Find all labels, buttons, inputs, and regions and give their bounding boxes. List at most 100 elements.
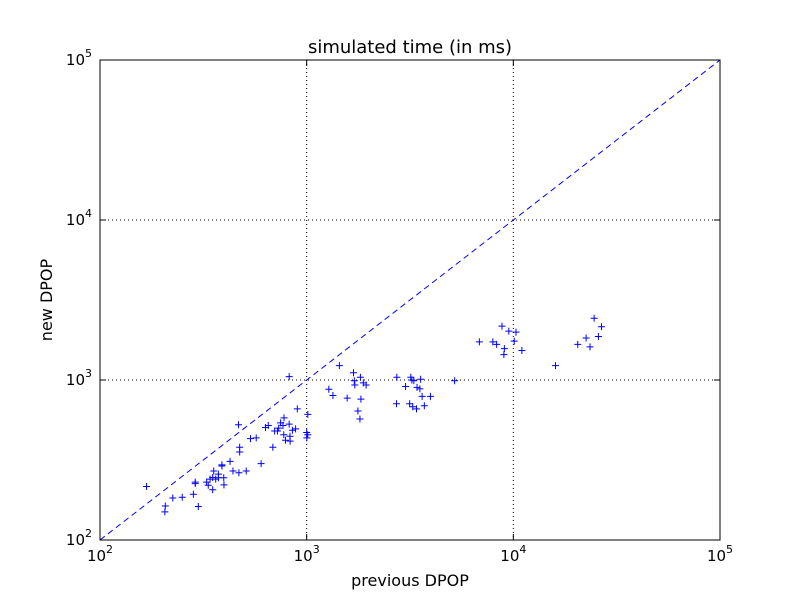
data-point-marker (426, 392, 434, 400)
data-point-marker (416, 385, 424, 393)
chart-title: simulated time (in ms) (308, 37, 512, 58)
data-point-marker (489, 338, 497, 346)
data-point-marker (169, 494, 177, 502)
data-point-marker (392, 400, 400, 408)
data-point-marker (393, 373, 401, 381)
y-tick-label: 103 (66, 367, 92, 389)
data-point-marker (354, 407, 362, 415)
data-point-marker (417, 375, 425, 383)
data-point-marker (269, 443, 277, 451)
y-tick-label: 105 (66, 47, 92, 69)
x-tick-label: 103 (294, 543, 320, 565)
data-point-marker (210, 467, 218, 475)
data-point-marker (351, 381, 359, 389)
data-point-marker (357, 395, 365, 403)
data-point-marker (226, 457, 234, 465)
gridlines (100, 60, 720, 540)
data-point-marker (191, 480, 199, 488)
y-axis-label: new DPOP (37, 258, 56, 341)
x-axis-label: previous DPOP (351, 571, 469, 590)
data-point-marker (280, 431, 288, 439)
data-points (143, 314, 605, 516)
data-point-marker (493, 340, 501, 348)
data-point-marker (350, 377, 358, 385)
data-point-marker (406, 400, 414, 408)
y-tick-label: 102 (66, 527, 92, 549)
data-point-marker (279, 421, 287, 429)
data-point-marker (335, 362, 343, 370)
data-point-marker (500, 345, 508, 353)
data-point-marker (204, 481, 212, 489)
data-point-marker (288, 426, 296, 434)
data-point-marker (280, 414, 288, 422)
x-tick-label: 104 (500, 543, 526, 565)
data-point-marker (209, 486, 217, 494)
data-point-marker (402, 383, 410, 391)
data-point-marker (229, 467, 237, 475)
data-point-marker (409, 403, 417, 411)
data-point-marker (285, 373, 293, 381)
data-point-marker (220, 481, 228, 489)
data-point-marker (161, 502, 169, 510)
data-point-marker (203, 478, 211, 486)
axis-ticks: 102 103 104 105 102 103 104 105 (66, 47, 733, 565)
data-point-marker (552, 362, 560, 370)
reference-line-y-equals-x (99, 59, 721, 541)
data-point-marker (410, 377, 418, 385)
data-point-marker (235, 421, 243, 429)
data-point-marker (362, 381, 370, 389)
data-point-marker (236, 448, 244, 456)
plot-frame (99, 59, 721, 541)
data-point-marker (510, 337, 518, 345)
data-point-marker (594, 333, 602, 341)
data-point-marker (143, 482, 151, 490)
data-point-marker (285, 420, 293, 428)
data-point-marker (293, 405, 301, 413)
data-point-marker (349, 369, 357, 377)
data-point-marker (218, 461, 226, 469)
data-point-marker (518, 346, 526, 354)
data-point-marker (220, 474, 228, 482)
x-tick-label: 105 (707, 543, 733, 565)
data-point-marker (418, 392, 426, 400)
reference-line-layer (99, 59, 721, 541)
data-point-marker (235, 469, 243, 477)
data-point-marker (304, 431, 312, 439)
data-point-marker (413, 383, 421, 391)
data-point-marker (273, 427, 281, 435)
data-point-marker (413, 405, 421, 413)
data-point-marker (214, 470, 222, 478)
data-point-marker (194, 502, 202, 510)
data-point-marker (286, 437, 294, 445)
data-point-marker (247, 435, 255, 443)
data-point-marker (264, 421, 272, 429)
data-point-marker (590, 314, 598, 322)
data-point-marker (257, 460, 265, 468)
data-point-marker (325, 385, 333, 393)
data-point-marker (178, 493, 186, 501)
data-point-marker (292, 425, 300, 433)
data-point-marker (586, 343, 594, 351)
data-point-marker (420, 402, 428, 410)
data-point-marker (329, 392, 337, 400)
data-point-marker (304, 410, 312, 418)
data-point-marker (282, 436, 290, 444)
data-point-marker (597, 323, 605, 331)
data-point-marker (242, 467, 250, 475)
data-point-marker (356, 415, 364, 423)
data-point-marker (451, 377, 459, 385)
data-point-marker (500, 351, 508, 359)
data-point-marker (252, 434, 260, 442)
data-point-marker (303, 434, 311, 442)
data-point-marker (574, 340, 582, 348)
data-point-marker (356, 373, 364, 381)
data-point-marker (343, 394, 351, 402)
data-point-marker (512, 328, 520, 336)
data-point-marker (189, 490, 197, 498)
data-point-marker (582, 334, 590, 342)
data-point-marker (475, 338, 483, 346)
data-point-marker (275, 424, 283, 432)
y-tick-label: 104 (66, 207, 92, 229)
